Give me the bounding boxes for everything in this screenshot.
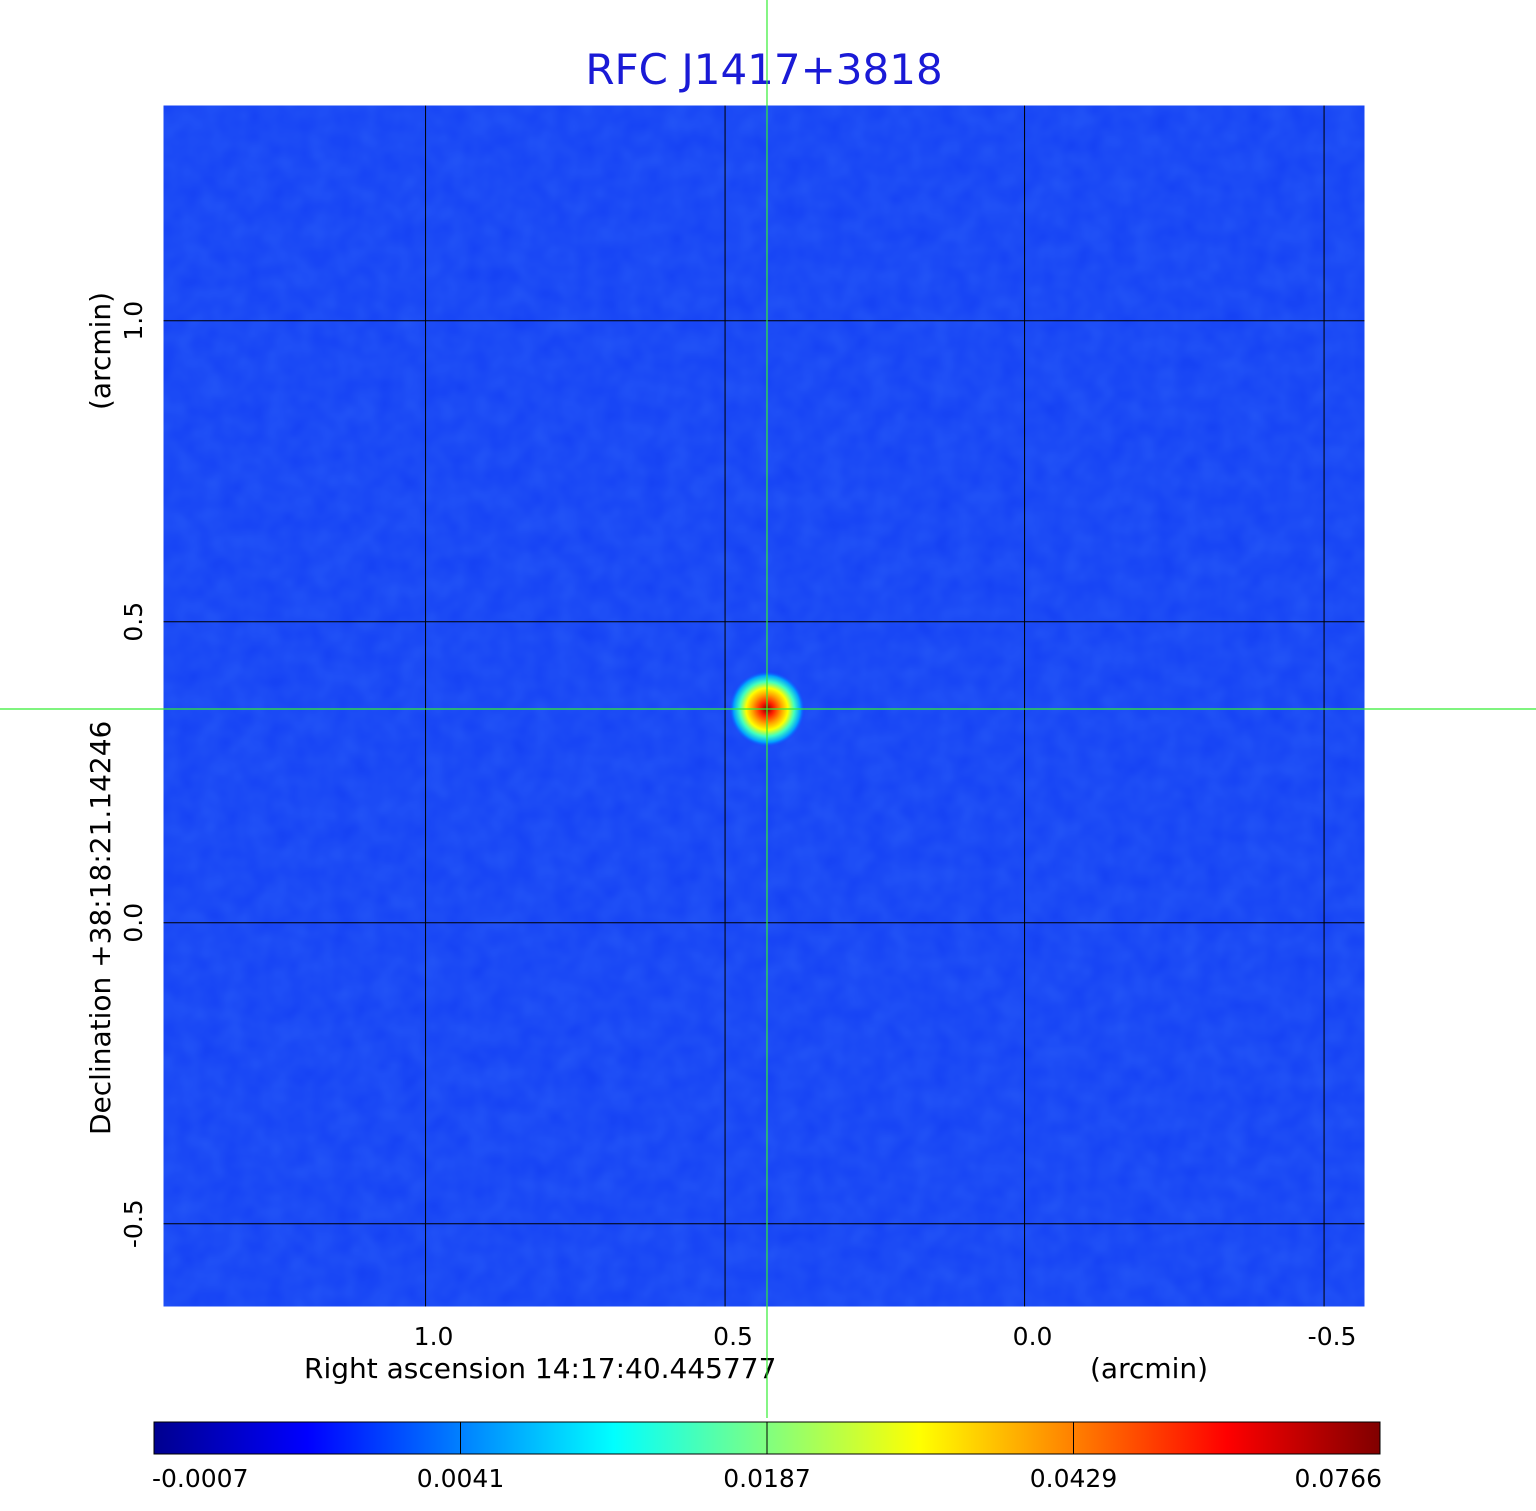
x-axis-ticks: 1.0 0.5 0.0 -0.5 <box>414 1322 1357 1351</box>
x-axis-label: Right ascension 14:17:40.445777 <box>304 1352 776 1385</box>
x-tick-label: 0.0 <box>1013 1322 1053 1351</box>
image-panel <box>160 102 1368 1310</box>
y-axis-ticks: 1.0 0.5 0.0 -0.5 <box>119 301 148 1248</box>
x-tick-label: 1.0 <box>414 1322 454 1351</box>
image-frame <box>160 102 1368 1310</box>
colorbar-tick-label: -0.0007 <box>152 1464 249 1493</box>
y-tick-label: -0.5 <box>119 1199 148 1248</box>
y-axis-unit: (arcmin) <box>84 292 117 410</box>
colorbar-tick-label: 0.0187 <box>723 1464 810 1493</box>
colorbar: -0.0007 0.0041 0.0187 0.0429 0.0766 <box>152 1421 1382 1493</box>
x-tick-label: 0.5 <box>713 1322 753 1351</box>
chart-title: RFC J1417+3818 <box>585 45 942 94</box>
y-axis-label: Declination +38:18:21.14246 <box>84 721 117 1135</box>
x-axis-unit: (arcmin) <box>1090 1352 1208 1385</box>
crosshair <box>0 0 1536 1418</box>
coordinate-grid <box>162 104 1366 1308</box>
colorbar-ticks: -0.0007 0.0041 0.0187 0.0429 0.0766 <box>152 1422 1382 1493</box>
x-tick-label: -0.5 <box>1308 1322 1357 1351</box>
colorbar-tick-label: 0.0429 <box>1030 1464 1117 1493</box>
colorbar-tick-label: 0.0766 <box>1295 1464 1382 1493</box>
y-tick-label: 1.0 <box>119 301 148 341</box>
colorbar-tick-label: 0.0041 <box>417 1464 504 1493</box>
y-tick-label: 0.5 <box>119 602 148 642</box>
y-tick-label: 0.0 <box>119 903 148 943</box>
